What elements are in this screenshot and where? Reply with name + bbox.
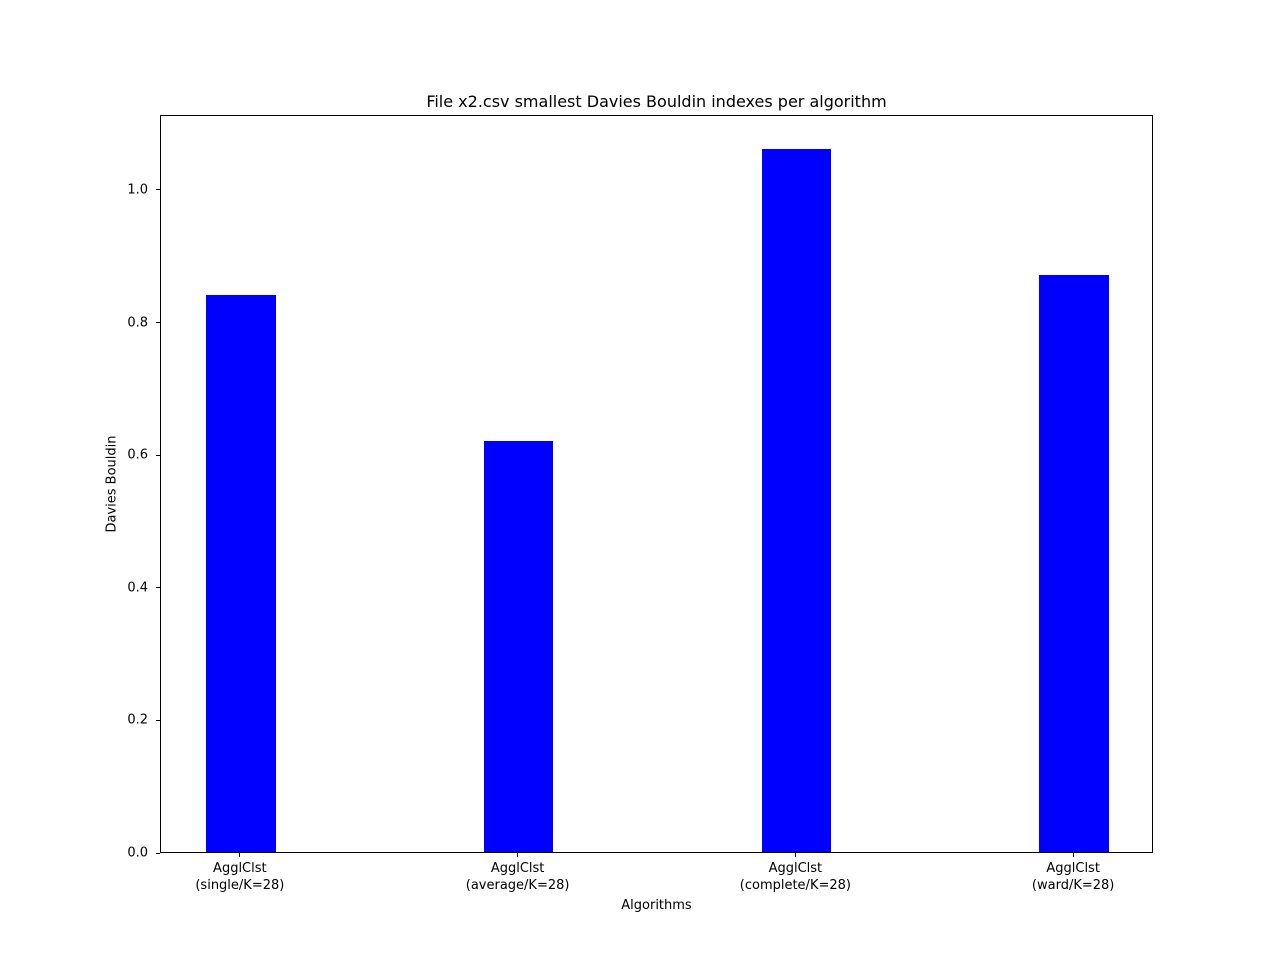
y-tick-mark	[156, 587, 160, 589]
x-tick-label-line: AgglClst	[490, 861, 545, 876]
y-tick-label: 0.6	[127, 447, 148, 463]
y-axis-label: Davies Bouldin	[104, 435, 120, 533]
bar-singlek28	[206, 295, 276, 852]
x-tick-mark	[1072, 853, 1074, 857]
x-tick-label-line: (complete/K=28)	[739, 877, 851, 893]
bar-averagek28	[483, 440, 554, 852]
x-tick-label-line: (ward/K=28)	[1031, 877, 1115, 893]
x-tick-label: AgglClst (average/K=28)	[466, 861, 570, 895]
x-tick-label: AgglClst (complete/K=28)	[740, 861, 851, 895]
x-tick-mark	[517, 853, 519, 857]
bar-wardk28	[1039, 275, 1109, 852]
chart-title: File x2.csv smallest Davies Bouldin inde…	[426, 92, 887, 111]
plot-area	[160, 115, 1153, 853]
x-tick-label: AgglClst (single/K=28)	[195, 861, 284, 895]
y-tick-mark	[156, 719, 160, 721]
y-tick-label: 0.4	[127, 580, 148, 596]
bar-completek28	[761, 149, 832, 852]
x-tick-label-line: AgglClst	[768, 861, 823, 876]
y-tick-label: 1.0	[127, 182, 148, 198]
x-tick-label: AgglClst (ward/K=28)	[1032, 861, 1114, 895]
x-tick-label-line: AgglClst	[1046, 861, 1100, 876]
x-tick-mark	[794, 853, 796, 857]
x-tick-mark	[239, 853, 241, 857]
x-tick-label-line: (average/K=28)	[465, 877, 570, 893]
y-tick-mark	[156, 189, 160, 191]
y-tick-mark	[156, 454, 160, 456]
x-tick-label-line: AgglClst	[213, 861, 267, 876]
y-tick-label: 0.8	[127, 315, 148, 331]
y-tick-mark	[156, 852, 160, 854]
x-axis-label: Algorithms	[621, 898, 692, 913]
y-tick-label: 0.2	[127, 712, 148, 728]
y-tick-mark	[156, 322, 160, 324]
x-tick-label-line: (single/K=28)	[195, 877, 285, 893]
y-tick-label: 0.0	[127, 845, 148, 861]
